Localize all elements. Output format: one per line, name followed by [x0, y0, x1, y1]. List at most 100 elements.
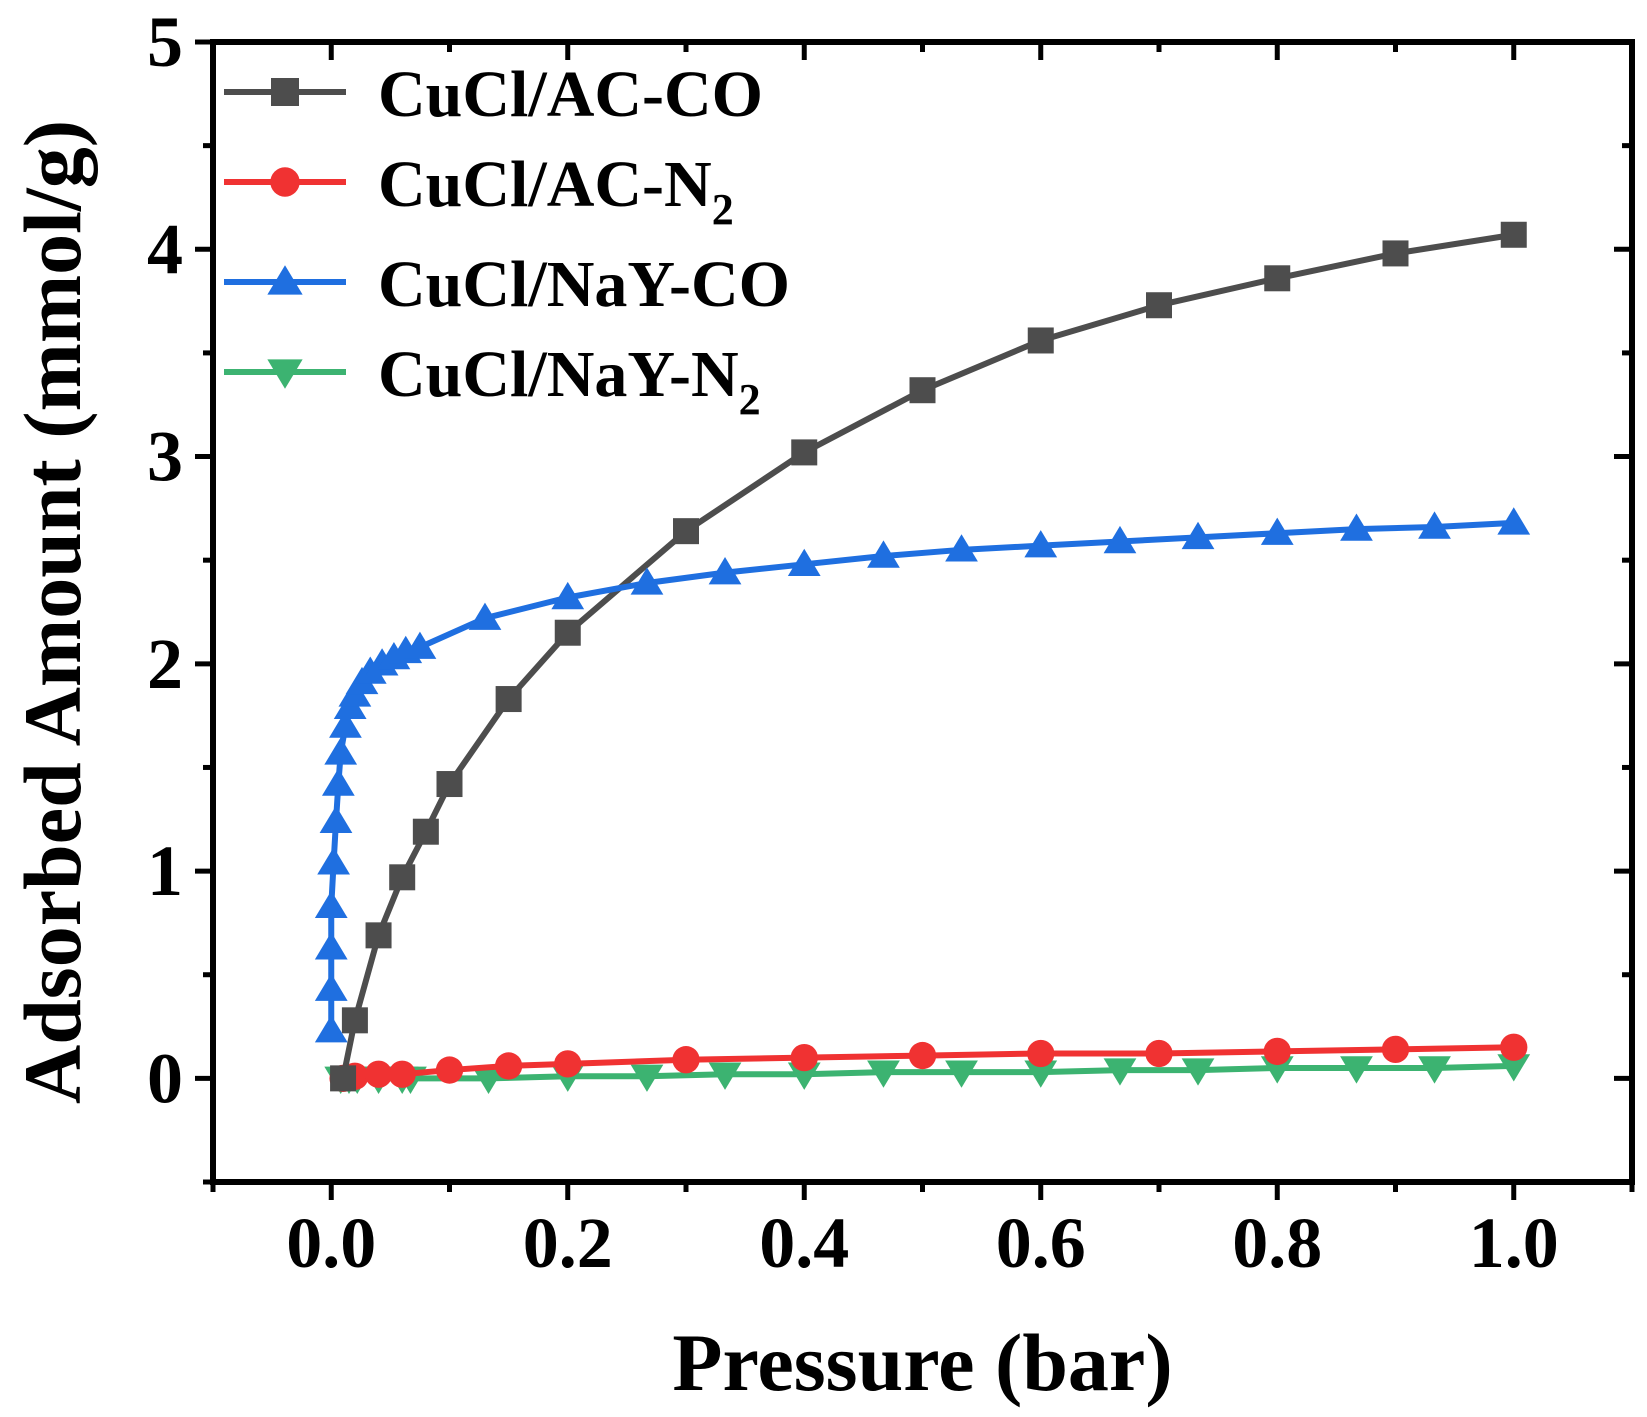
data-point — [321, 768, 355, 796]
data-point — [672, 1046, 700, 1074]
data-point — [1500, 221, 1527, 248]
axes: 0.0 0.2 0.4 0.6 0.8 1.0 0 1 2 3 4 5 — [147, 2, 1635, 1283]
data-point — [1497, 1054, 1531, 1082]
data-point — [787, 548, 821, 577]
data-point — [867, 1060, 900, 1088]
y-tick-label: 3 — [147, 417, 183, 497]
data-point — [945, 534, 978, 562]
data-point — [1024, 1060, 1058, 1088]
data-point — [1340, 1056, 1373, 1084]
data-point — [319, 805, 353, 834]
data-point — [365, 922, 392, 949]
data-point — [1260, 517, 1294, 545]
data-point — [1500, 1033, 1528, 1061]
data-point — [1382, 240, 1409, 267]
data-point — [329, 710, 362, 738]
data-point — [1027, 1039, 1055, 1068]
data-point — [314, 890, 348, 919]
data-point — [673, 518, 699, 545]
series-cucl-ac-co — [330, 221, 1527, 1092]
data-point — [314, 932, 348, 960]
x-tick-label: 1.0 — [1469, 1203, 1559, 1283]
data-point — [495, 686, 522, 713]
legend-label: CuCl/AC-CO — [378, 58, 763, 131]
y-tick-label: 0 — [147, 1038, 183, 1118]
legend-label-main: CuCl/NaY-N — [378, 338, 739, 411]
data-point — [341, 1007, 368, 1034]
data-point — [945, 1060, 978, 1088]
data-point — [1181, 1058, 1215, 1086]
legend-label-subscript: 2 — [739, 375, 761, 424]
data-point — [435, 1056, 464, 1084]
data-point — [436, 771, 463, 798]
data-point — [1263, 1037, 1291, 1066]
data-point — [468, 602, 502, 630]
data-point — [908, 1041, 937, 1070]
data-point — [867, 540, 900, 568]
data-point — [1264, 265, 1291, 292]
data-point — [1418, 511, 1451, 539]
data-point — [1260, 1056, 1294, 1084]
data-point — [388, 1060, 416, 1088]
y-tick-label: 4 — [147, 209, 183, 289]
plot-series — [314, 221, 1531, 1094]
y-tick-label: 2 — [147, 624, 183, 704]
data-point — [472, 1066, 505, 1094]
data-point — [1497, 507, 1531, 535]
series-cucl-nay-co — [314, 507, 1531, 1043]
data-point — [551, 581, 585, 610]
data-point — [554, 619, 581, 646]
data-point — [1027, 327, 1054, 354]
data-point — [1024, 530, 1058, 558]
data-point — [630, 567, 664, 595]
data-point — [389, 864, 416, 891]
legend-marker — [270, 167, 300, 197]
legend-label: CuCl/NaY-N2 — [378, 338, 761, 424]
legend-marker — [267, 265, 303, 295]
y-axis-title: Adsorbed Amount (mmol/g) — [7, 120, 98, 1104]
data-point — [787, 1062, 821, 1090]
legend-entry: CuCl/AC-CO — [224, 58, 763, 131]
legend-entry: CuCl/NaY-N2 — [224, 338, 761, 424]
data-point — [630, 1064, 664, 1092]
x-tick-label: 0.0 — [286, 1203, 376, 1283]
data-point — [1103, 525, 1137, 554]
legend-entry: CuCl/AC-N2 — [224, 148, 734, 234]
x-tick-label: 0.8 — [1232, 1203, 1322, 1283]
data-point — [314, 1015, 348, 1043]
data-point — [1181, 521, 1215, 550]
data-point — [494, 1052, 523, 1080]
legend-label: CuCl/AC-N2 — [378, 148, 734, 234]
legend-label-main: CuCl/AC-CO — [378, 58, 763, 131]
legend-entry: CuCl/NaY-CO — [224, 248, 790, 321]
data-point — [412, 818, 439, 845]
series-line — [328, 519, 1514, 1031]
data-point — [708, 1062, 742, 1090]
legend-label-subscript: 2 — [712, 185, 734, 234]
data-point — [1418, 1056, 1451, 1084]
data-point — [1340, 513, 1373, 541]
y-tick-label: 1 — [147, 831, 183, 911]
series-line — [340, 231, 1515, 1079]
data-point — [314, 973, 348, 1001]
x-tick-label: 0.6 — [996, 1203, 1086, 1283]
legend-marker — [271, 78, 299, 106]
legend: CuCl/AC-CO CuCl/AC-N2 CuCl/NaY-CO CuCl/NaY-… — [224, 58, 790, 424]
data-point — [317, 847, 350, 875]
data-point — [330, 1065, 357, 1092]
legend-label-main: CuCl/NaY-CO — [378, 248, 790, 321]
y-tick-label: 5 — [147, 2, 183, 82]
data-point — [790, 1043, 818, 1072]
data-point — [554, 1050, 582, 1078]
data-point — [364, 1060, 393, 1088]
legend-marker — [267, 359, 303, 389]
x-axis-title: Pressure (bar) — [672, 1317, 1172, 1408]
x-tick-label: 0.4 — [759, 1203, 849, 1283]
data-point — [1103, 1058, 1137, 1086]
x-tick-label: 0.2 — [523, 1203, 613, 1283]
data-point — [708, 557, 742, 585]
data-point — [909, 377, 936, 404]
data-point — [324, 737, 358, 765]
data-point — [1145, 1039, 1173, 1068]
